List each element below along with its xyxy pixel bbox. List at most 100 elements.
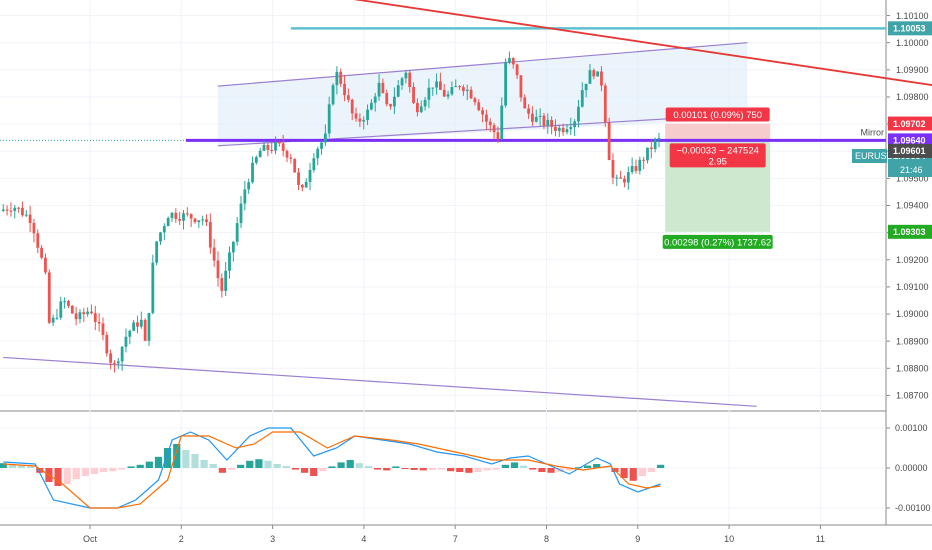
candle-body (86, 311, 90, 315)
macd-histogram-bar (17, 464, 26, 468)
macd-histogram-bar (300, 468, 309, 473)
macd-histogram-bar (392, 466, 400, 468)
candle-body (21, 207, 24, 216)
price-tick-label: 1.08700 (896, 391, 929, 401)
macd-histogram-bar (620, 468, 628, 478)
price-tag-dark (888, 143, 932, 158)
candle-body (274, 142, 277, 151)
candle-body (465, 89, 469, 92)
candle-body (373, 96, 377, 103)
candle-body (504, 62, 507, 106)
macd-axis: 0.00100 0.00000 -0.00100 (886, 423, 931, 513)
candle-body (78, 312, 82, 320)
candle-body (492, 125, 496, 133)
candle-body (450, 87, 454, 95)
price-tick-label: 1.09400 (896, 201, 929, 211)
candle-body (638, 159, 642, 171)
candle-body (327, 104, 331, 134)
candle-body (584, 83, 588, 91)
candle-body (331, 85, 335, 105)
candle-body (182, 213, 185, 221)
macd-histogram-bar (145, 461, 153, 468)
candle-body (408, 72, 412, 87)
candle-body (458, 86, 461, 88)
candle-body (389, 104, 392, 107)
candle-body (159, 232, 162, 242)
candle-body (596, 71, 600, 77)
price-tag-purple (888, 133, 932, 148)
candle-body (323, 133, 327, 143)
macd-histogram-bar (447, 468, 455, 472)
macd-histogram-bar (273, 464, 281, 468)
candle-body (67, 301, 70, 306)
candle-body (592, 70, 596, 77)
candle-body (293, 158, 297, 173)
macd-histogram-bar (182, 450, 190, 468)
macd-tick-label: 0.00000 (895, 463, 928, 473)
candle-body (151, 262, 155, 313)
candle-body (527, 108, 531, 114)
macd-histogram-bar (529, 468, 537, 470)
candle-body (477, 102, 481, 111)
candle-body (416, 103, 419, 113)
candle-body (262, 144, 266, 151)
price-tick-label: 1.10100 (896, 11, 929, 21)
macd-histogram-bar (364, 466, 373, 468)
candle-body (47, 272, 51, 323)
candle-body (600, 71, 603, 86)
price-tag-label: 1.09601 (893, 146, 926, 156)
candle-body (113, 362, 116, 364)
candle-body (5, 209, 9, 211)
price-tag-teal (888, 21, 932, 36)
candle-body (569, 127, 573, 130)
candle-body (439, 81, 442, 90)
macd-histogram-bar (337, 462, 345, 468)
countdown-label: 21:46 (900, 165, 923, 175)
candle-body (435, 81, 438, 88)
candle-body (462, 87, 465, 92)
candle-body (105, 335, 109, 354)
macd-histogram-bar (383, 468, 391, 471)
price-tag-label: 1.09640 (893, 136, 926, 146)
target-label-box (662, 234, 773, 249)
candle-body (350, 99, 354, 114)
candle-body (508, 58, 511, 63)
candle-body (36, 233, 40, 248)
time-tick-label: 8 (544, 534, 549, 544)
macd-histogram-bar (36, 468, 44, 473)
candle-body (220, 278, 224, 291)
macd-histogram-bar (501, 464, 510, 468)
price-tick-label: 1.09500 (896, 174, 929, 184)
candle-body (646, 147, 649, 161)
macd-histogram-bar (657, 464, 665, 468)
macd-histogram-bar (218, 468, 226, 473)
candle-body (316, 148, 320, 159)
candle-body (212, 247, 216, 261)
stop-label-text: 0.00101 (0.09%) 750 (673, 110, 762, 121)
price-tag-green (888, 224, 932, 239)
candle-body (531, 113, 534, 122)
price-tick-label: 1.08800 (896, 364, 929, 374)
candle-body (74, 313, 78, 320)
stop-loss-zone (665, 123, 771, 141)
macd-histogram-bar (401, 468, 409, 469)
candle-body (185, 213, 189, 215)
macd-histogram-bar (0, 463, 7, 468)
candle-body (93, 313, 97, 322)
candle-body (147, 312, 151, 341)
candle-body (136, 322, 139, 327)
macd-histogram-bar (373, 468, 382, 470)
macd-histogram-bar (456, 468, 464, 472)
candle-body (561, 127, 565, 133)
candle-body (485, 114, 488, 122)
macd-histogram-bar (538, 468, 546, 472)
open-pnl-text: −0.00033 ~ 247524 (676, 145, 758, 156)
mirror-label: Mirror (861, 127, 885, 137)
candle-body (254, 157, 258, 163)
macd-histogram-bar (127, 466, 135, 468)
grid (0, 0, 886, 524)
candle-body (101, 323, 105, 336)
candle-body (116, 361, 120, 364)
symbol-tag-label: EURUSD (855, 151, 894, 161)
